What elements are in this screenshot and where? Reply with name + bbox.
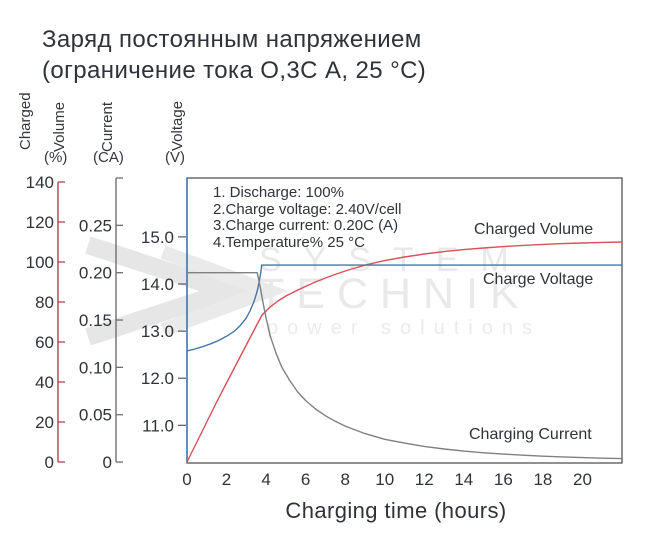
tick-label: 2 xyxy=(222,470,231,489)
axis-label-current: Current xyxy=(99,101,116,152)
tick-label: 0 xyxy=(103,453,112,472)
tick-label: 14.0 xyxy=(141,275,174,294)
watermark-technik-text: TECHNIK xyxy=(258,270,531,318)
annotation-line-1: 1. Discharge: 100% xyxy=(213,184,344,201)
charged_volume-axis: 0 20 40 60 80 100 120 140 xyxy=(26,173,65,472)
current-axis: 0 0.05 0.10 0.15 0.20 0.25 xyxy=(79,177,123,472)
tick-label: 18 xyxy=(533,470,552,489)
tick-label: 11.0 xyxy=(142,416,174,435)
curve-current xyxy=(187,272,623,460)
axis-label-voltage: Voltage xyxy=(169,100,186,151)
x-axis-ticks: 0 2 4 6 8 10 12 14 16 18 20 xyxy=(182,470,592,489)
axis-label-charged-volume-unit: (%) xyxy=(44,149,68,166)
tick-label: 140 xyxy=(26,173,54,192)
tick-label: 14 xyxy=(454,470,473,489)
series-curves xyxy=(186,241,623,463)
tick-label: 0.05 xyxy=(79,406,112,425)
voltage-axis: 11.0 12.0 13.0 14.0 15.0 xyxy=(141,178,188,463)
watermark-solutions-text: power solutions xyxy=(267,317,541,339)
tick-label: 16 xyxy=(494,470,513,489)
series-label-charged-volume: Charged Volume xyxy=(474,221,594,238)
tick-label: 8 xyxy=(340,470,349,489)
annotation-line-4: 4.Temperature% 25 °C xyxy=(213,233,365,251)
tick-label: 15.0 xyxy=(141,228,174,247)
tick-label: 20 xyxy=(35,413,54,432)
curve-charged_volume xyxy=(186,241,623,463)
axis-label-voltage-unit: (V) xyxy=(165,149,185,166)
tick-label: 12.0 xyxy=(141,369,174,388)
tick-label: 0.20 xyxy=(79,264,112,283)
tick-label: 0 xyxy=(182,470,191,489)
curve-voltage xyxy=(186,264,622,352)
tick-label: 10 xyxy=(375,470,394,489)
axis-label-current-unit: (CA) xyxy=(93,149,124,166)
watermark-system-text: SYSTEM xyxy=(259,241,531,279)
tick-label: 20 xyxy=(573,470,592,489)
chart-title-line-1: Заряд постоянным напряжением xyxy=(42,26,422,53)
chart-title: Заряд постоянным напряжением (ограничени… xyxy=(42,24,426,86)
chart-title-line-2: (ограничение тока О,3С А, 25 °С) xyxy=(42,57,427,84)
tick-label: 13.0 xyxy=(141,322,174,341)
tick-label: 6 xyxy=(301,470,310,489)
axis-label-charged: Charged xyxy=(17,92,34,150)
tick-label: 120 xyxy=(26,213,54,232)
annotation-line-2: 2.Charge voltage: 2.40V/cell xyxy=(213,200,402,218)
tick-label: 0.15 xyxy=(79,311,112,330)
tick-label: 4 xyxy=(261,470,270,489)
annotation-line-3: 3.Charge current: 0.20C (A) xyxy=(213,217,399,234)
tick-label: 80 xyxy=(35,293,54,312)
axis-label-volume: Volume xyxy=(51,101,68,152)
tick-label: 0.10 xyxy=(79,358,112,377)
tick-label: 60 xyxy=(35,333,54,352)
tick-label: 0.25 xyxy=(79,216,112,235)
x-axis-label: Charging time (hours) xyxy=(285,498,507,523)
tick-label: 100 xyxy=(26,253,54,272)
series-label-charging-current: Charging Current xyxy=(469,426,592,443)
annotation-block: 1. Discharge: 100% 2.Charge voltage: 2.4… xyxy=(213,184,402,251)
tick-label: 0 xyxy=(45,453,54,472)
tick-label: 40 xyxy=(35,373,54,392)
series-label-charge-voltage: Charge Voltage xyxy=(483,271,594,288)
tick-label: 12 xyxy=(415,470,434,489)
